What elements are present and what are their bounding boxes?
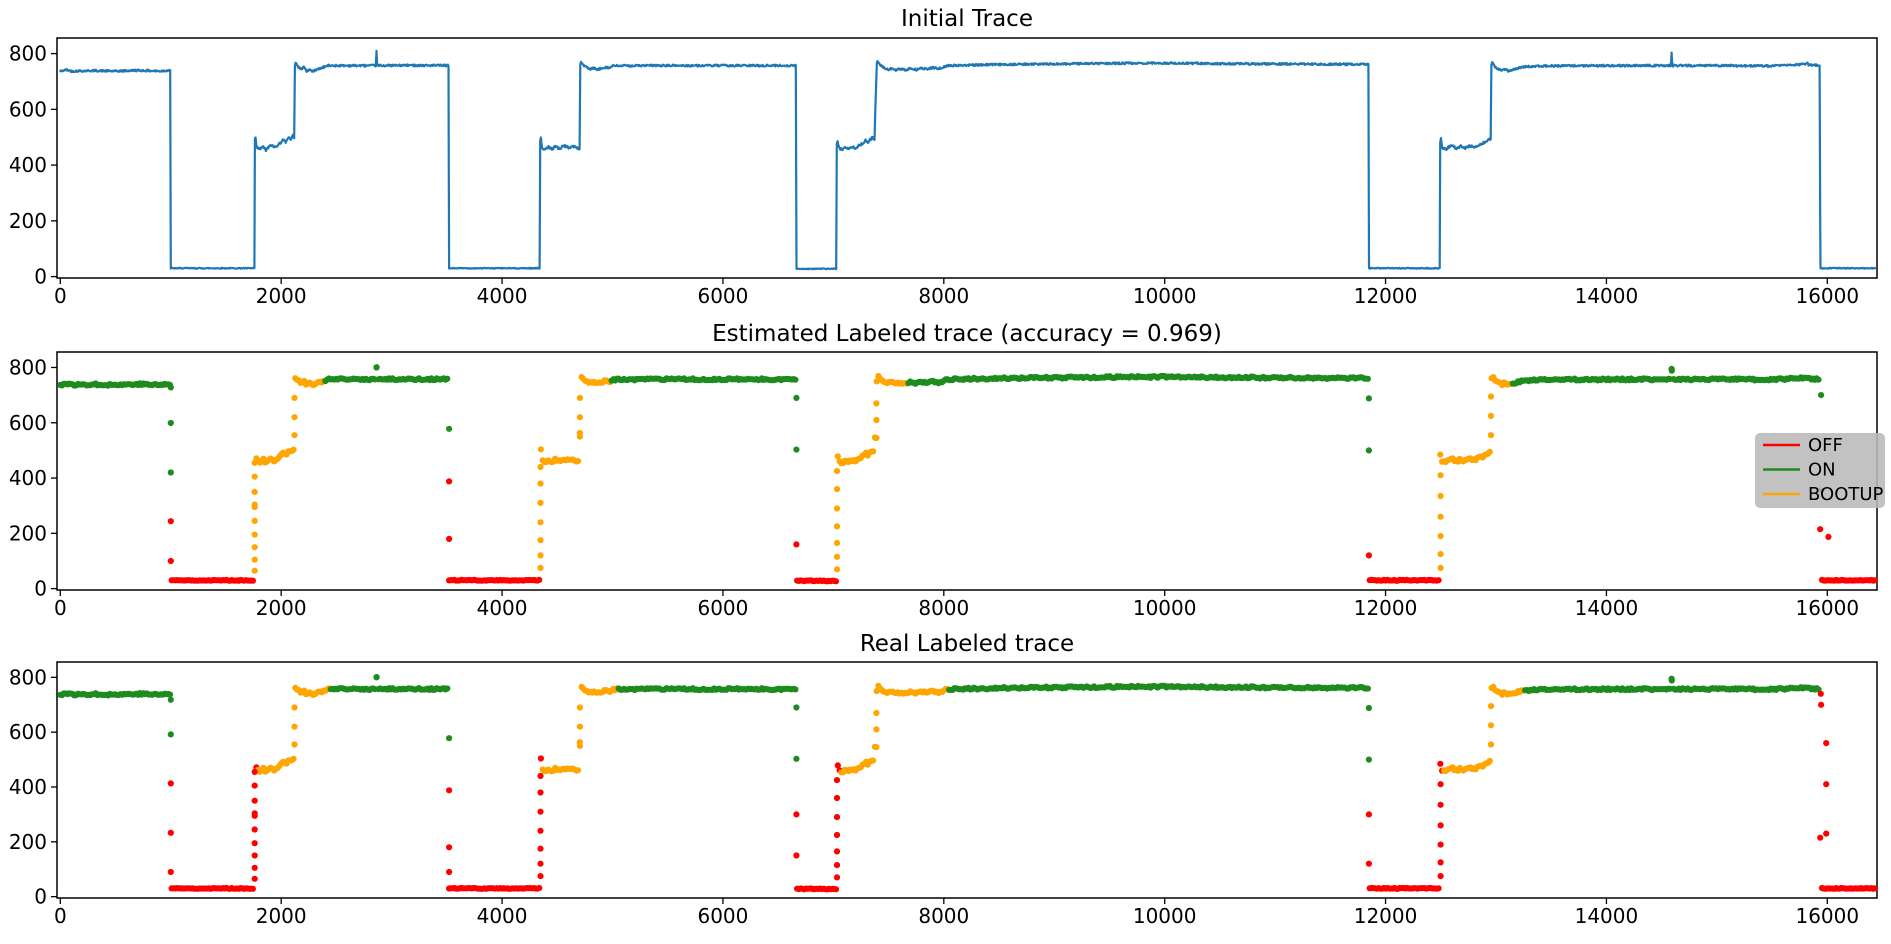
axes-frame bbox=[56, 351, 1878, 591]
axes-frame bbox=[56, 37, 1878, 279]
y-tick-label: 400 bbox=[9, 775, 47, 799]
y-tick-label: 600 bbox=[9, 97, 47, 121]
legend-label-bootup: BOOTUP bbox=[1808, 484, 1884, 505]
x-tick-label: 16000 bbox=[1795, 284, 1859, 308]
axes-frame bbox=[56, 661, 1878, 899]
x-tick-label: 10000 bbox=[1133, 904, 1197, 928]
x-tick-label: 14000 bbox=[1575, 596, 1639, 620]
legend-label-off: OFF bbox=[1808, 435, 1843, 456]
y-tick-label: 600 bbox=[9, 411, 47, 435]
x-tick-label: 4000 bbox=[477, 904, 528, 928]
subplot-2: 0 2000 4000 6000 8000 10000 12000 14000 16000 0 20… bbox=[9, 351, 1885, 620]
x-tick-label: 12000 bbox=[1354, 284, 1418, 308]
y-tick-label: 0 bbox=[34, 577, 47, 601]
subplot-1-title: Initial Trace bbox=[901, 6, 1033, 32]
y-tick-label: 400 bbox=[9, 153, 47, 177]
subplot-2-title: Estimated Labeled trace (accuracy = 0.96… bbox=[712, 321, 1222, 347]
x-tick-label: 6000 bbox=[697, 904, 748, 928]
x-tick-label: 0 bbox=[54, 904, 67, 928]
x-tick-label: 12000 bbox=[1354, 596, 1418, 620]
legend-box bbox=[1755, 433, 1885, 508]
x-tick-label: 14000 bbox=[1575, 284, 1639, 308]
y-tick-label: 800 bbox=[9, 355, 47, 379]
y-tick-label: 400 bbox=[9, 466, 47, 490]
x-tick-label: 6000 bbox=[697, 596, 748, 620]
x-tick-label: 10000 bbox=[1133, 596, 1197, 620]
y-tick-label: 0 bbox=[34, 265, 47, 289]
y-tick-label: 600 bbox=[9, 720, 47, 744]
label-dots bbox=[57, 674, 1879, 893]
trace-line bbox=[59, 49, 1878, 271]
label-dots bbox=[57, 364, 1879, 585]
x-tick-label: 16000 bbox=[1795, 904, 1859, 928]
y-tick-label: 200 bbox=[9, 830, 47, 854]
x-tick-label: 10000 bbox=[1133, 284, 1197, 308]
subplot-1: 0 2000 4000 6000 8000 10000 12000 14000 16000 0 20… bbox=[9, 37, 1878, 308]
x-tick-label: 8000 bbox=[918, 904, 969, 928]
x-tick-label: 2000 bbox=[256, 904, 307, 928]
legend: OFF ON BOOTUP bbox=[1755, 433, 1885, 508]
y-tick-label: 200 bbox=[9, 209, 47, 233]
subplot-3: 0 2000 4000 6000 8000 10000 12000 14000 16000 0 20… bbox=[9, 661, 1879, 928]
x-tick-label: 2000 bbox=[256, 284, 307, 308]
x-tick-label: 2000 bbox=[256, 596, 307, 620]
x-tick-label: 4000 bbox=[477, 596, 528, 620]
y-tick-label: 800 bbox=[9, 665, 47, 689]
x-tick-label: 8000 bbox=[918, 596, 969, 620]
x-tick-label: 16000 bbox=[1795, 596, 1859, 620]
y-tick-label: 800 bbox=[9, 42, 47, 66]
x-tick-label: 12000 bbox=[1354, 904, 1418, 928]
x-tick-label: 0 bbox=[54, 596, 67, 620]
x-tick-label: 0 bbox=[54, 284, 67, 308]
subplot-3-title: Real Labeled trace bbox=[859, 631, 1075, 657]
y-tick-label: 0 bbox=[34, 885, 47, 909]
x-tick-label: 14000 bbox=[1575, 904, 1639, 928]
x-tick-label: 4000 bbox=[477, 284, 528, 308]
y-tick-label: 200 bbox=[9, 521, 47, 545]
x-tick-label: 8000 bbox=[918, 284, 969, 308]
x-tick-label: 6000 bbox=[697, 284, 748, 308]
legend-label-on: ON bbox=[1808, 460, 1836, 481]
